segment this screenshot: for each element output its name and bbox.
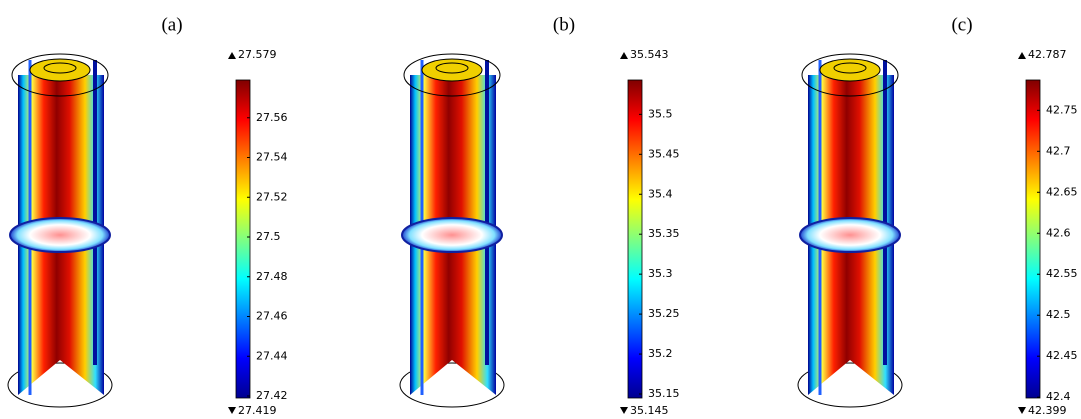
- panel: (b) 35.543 35.145 35.15 35.2 35.25 35.3 35.35 35…: [399, 14, 680, 417]
- tick-label: 35.15: [648, 387, 680, 400]
- tick-label: 27.46: [256, 310, 288, 323]
- max-label: 35.543: [630, 48, 669, 61]
- tick-label: 35.5: [648, 107, 673, 120]
- min-arrow: [228, 407, 236, 414]
- tick-label: 42.65: [1046, 185, 1078, 198]
- colorbar: [1025, 79, 1041, 399]
- max-label: 42.787: [1028, 48, 1067, 61]
- tick-label: 35.3: [648, 267, 673, 280]
- tick-label: 42.4: [1046, 390, 1071, 403]
- mid-disc: [9, 217, 111, 253]
- top-ring: [801, 53, 899, 97]
- mid-disc: [799, 217, 901, 253]
- panel-label: (a): [161, 14, 182, 35]
- tick-label: 42.5: [1046, 308, 1071, 321]
- mid-disc: [401, 217, 503, 253]
- min-label: 35.145: [630, 404, 669, 417]
- colorbar: [235, 79, 251, 399]
- outer-ring: [7, 362, 113, 408]
- tick-label: 35.2: [648, 347, 673, 360]
- tick-label: 27.54: [256, 151, 288, 164]
- min-label: 27.419: [238, 404, 277, 417]
- tick-label: 42.6: [1046, 226, 1071, 239]
- min-arrow: [1018, 407, 1026, 414]
- tick-label: 35.4: [648, 187, 673, 200]
- outer-ring: [797, 362, 903, 408]
- top-cap: [819, 58, 881, 82]
- min-arrow: [620, 407, 628, 414]
- max-arrow: [228, 52, 236, 59]
- tick-label: 35.35: [648, 227, 680, 240]
- top-ring: [403, 53, 501, 97]
- top-cap: [421, 58, 483, 82]
- outer-ring: [399, 362, 505, 408]
- tick-label: 27.44: [256, 349, 288, 362]
- top-ring: [11, 53, 109, 97]
- tick-label: 42.45: [1046, 349, 1078, 362]
- tick-label: 35.25: [648, 307, 680, 320]
- max-label: 27.579: [238, 48, 277, 61]
- tick-label: 27.5: [256, 230, 281, 243]
- colorbar: [627, 79, 643, 399]
- top-inner: [43, 62, 77, 74]
- tick-label: 35.45: [648, 147, 680, 160]
- tick-label: 27.42: [256, 389, 288, 402]
- tick-label: 42.7: [1046, 144, 1071, 157]
- tick-label: 42.55: [1046, 267, 1078, 280]
- min-label: 42.399: [1028, 404, 1067, 417]
- top-inner: [435, 62, 469, 74]
- panel-label: (b): [553, 14, 575, 35]
- max-arrow: [620, 52, 628, 59]
- panel: (a)27.57927.41927.4227.4427.4627.4827.52…: [7, 14, 288, 417]
- top-inner: [833, 62, 867, 74]
- tick-label: 27.56: [256, 111, 288, 124]
- panel-label: (c): [951, 14, 972, 35]
- tick-label: 27.48: [256, 270, 288, 283]
- tick-label: 27.52: [256, 190, 288, 203]
- max-arrow: [1018, 52, 1026, 59]
- tick-label: 42.75: [1046, 103, 1078, 116]
- top-cap: [29, 58, 91, 82]
